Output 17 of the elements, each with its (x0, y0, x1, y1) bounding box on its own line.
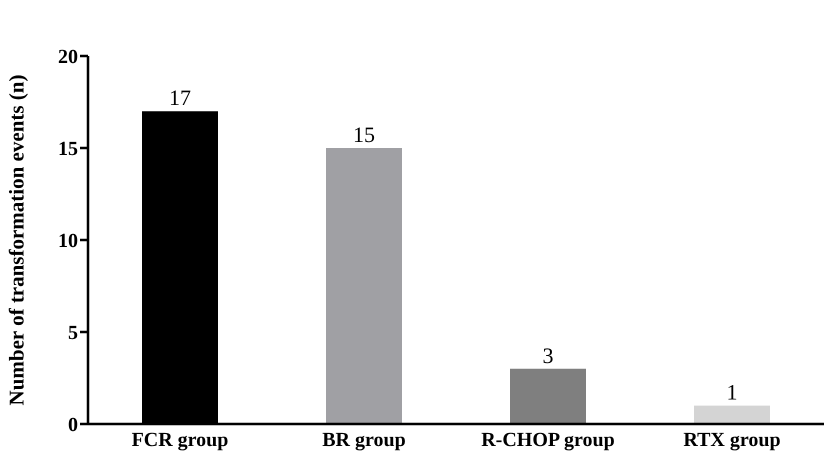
data-label: 1 (726, 380, 738, 405)
y-tick-label: 15 (58, 138, 78, 160)
x-tick-label: RTX group (683, 429, 781, 452)
y-tick-label: 20 (58, 46, 78, 68)
bar (510, 368, 586, 424)
x-tick-label: R-CHOP group (481, 429, 615, 452)
data-label: 3 (542, 342, 554, 368)
y-tick-label: 0 (68, 414, 78, 436)
bar (694, 406, 770, 424)
y-axis-title: Number of transformation events (n) (4, 74, 28, 406)
bar (326, 148, 402, 424)
x-tick-label: BR group (322, 429, 406, 452)
data-label: 17 (169, 85, 191, 110)
y-tick-label: 10 (58, 230, 78, 252)
y-tick-label: 5 (68, 322, 78, 344)
data-label: 15 (353, 122, 375, 147)
x-tick-label: FCR group (132, 429, 228, 452)
